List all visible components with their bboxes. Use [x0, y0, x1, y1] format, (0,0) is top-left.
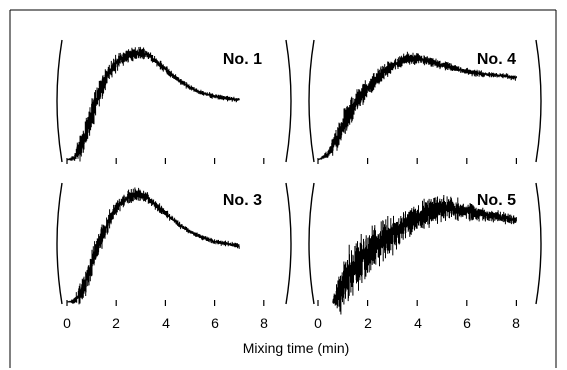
panel-label-no-4: No. 4 — [477, 51, 516, 68]
data-trace-noise — [66, 187, 240, 305]
data-trace-noise — [332, 195, 517, 315]
left-axis-bracket — [56, 39, 63, 163]
panel-label-no-1: No. 1 — [223, 51, 262, 68]
x-tick-label-right-4: 4 — [414, 315, 422, 331]
panel-no-4: No. 4 — [308, 39, 542, 164]
panel-no-3: No. 3 — [56, 182, 292, 306]
x-tick-labels-left: 0 2 4 6 8 — [63, 315, 268, 331]
right-axis-bracket — [285, 39, 292, 163]
panel-label-no-5: No. 5 — [477, 192, 516, 209]
panel-no-1: No. 1 — [56, 39, 292, 164]
x-tick-label-left-8: 8 — [260, 315, 268, 331]
x-tick-label-left-6: 6 — [211, 315, 219, 331]
data-trace-noise — [66, 46, 240, 162]
panel-label-no-3: No. 3 — [223, 192, 262, 209]
x-axis-title: Mixing time (min) — [243, 340, 350, 356]
x-tick-label-right-6: 6 — [463, 315, 471, 331]
left-axis-bracket — [308, 182, 315, 305]
x-tick-label-left-2: 2 — [112, 315, 120, 331]
right-axis-bracket — [535, 182, 542, 305]
data-trace-line — [67, 193, 240, 303]
left-axis-bracket — [56, 182, 63, 305]
x-tick-label-left-4: 4 — [162, 315, 170, 331]
left-axis-bracket — [308, 39, 315, 163]
data-trace-line — [317, 58, 517, 161]
data-trace-line — [332, 207, 517, 303]
x-tick-labels-right: 0 2 4 6 8 — [314, 315, 520, 331]
data-trace-line — [66, 51, 240, 161]
panel-no-5: No. 5 — [308, 182, 542, 315]
x-tick-label-left-0: 0 — [63, 315, 71, 331]
right-axis-bracket — [285, 182, 292, 305]
x-tick-label-right-0: 0 — [314, 315, 322, 331]
right-axis-bracket — [535, 39, 542, 163]
x-tick-label-right-8: 8 — [512, 315, 520, 331]
x-tick-label-right-2: 2 — [364, 315, 372, 331]
